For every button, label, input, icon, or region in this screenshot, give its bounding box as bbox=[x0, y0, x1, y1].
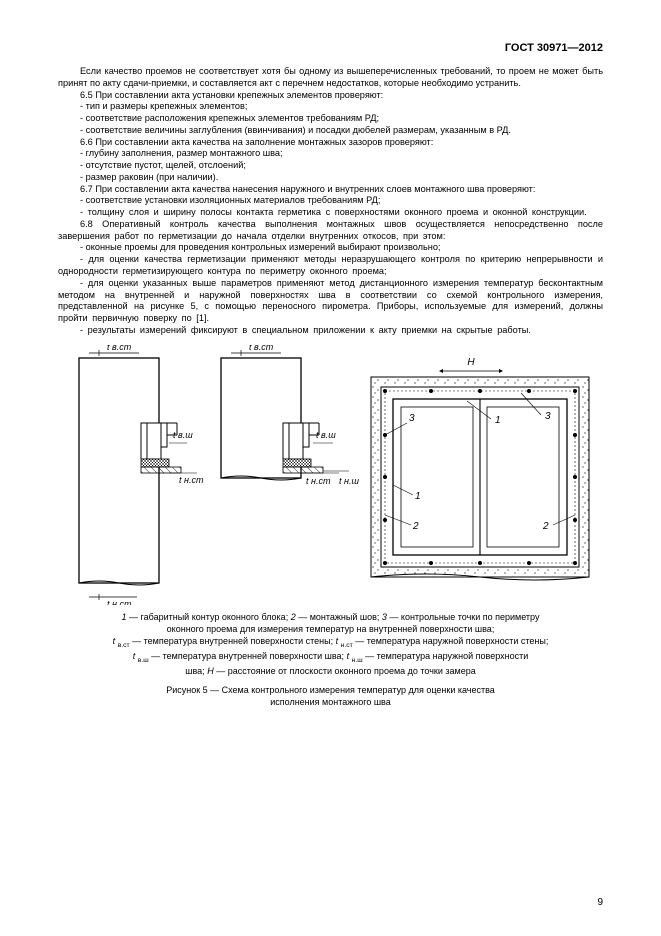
para: - тип и размеры крепежных элементов; bbox=[58, 101, 603, 113]
figure-5: t в.ст t в.ш bbox=[58, 345, 603, 709]
svg-text:t н.ш: t н.ш bbox=[339, 476, 359, 486]
svg-text:t н.ст: t н.ст bbox=[306, 476, 331, 486]
svg-text:3: 3 bbox=[545, 411, 551, 422]
svg-text:3: 3 bbox=[409, 413, 415, 424]
page: ГОСТ 30971—2012 Если качество проемов не… bbox=[0, 0, 661, 936]
section-b: t в.ст t в.ш t н.ст t н.ш bbox=[221, 345, 359, 486]
page-number: 9 bbox=[597, 897, 603, 908]
para: - соответствие величины заглубления (вви… bbox=[58, 125, 603, 137]
para: - для оценки качества герметизации приме… bbox=[58, 254, 603, 278]
para: - толщину слоя и ширину полосы контакта … bbox=[58, 207, 603, 219]
svg-text:t в.ш: t в.ш bbox=[316, 430, 336, 440]
para: 6.7 При составлении акта качества нанесе… bbox=[58, 184, 603, 196]
figure-legend: 1 — габаритный контур оконного блока; 2 … bbox=[58, 611, 603, 677]
svg-text:t в.ст: t в.ст bbox=[249, 345, 274, 352]
svg-text:1: 1 bbox=[495, 415, 501, 426]
front-view: H bbox=[371, 357, 589, 580]
para: - оконные проемы для проведения контроль… bbox=[58, 242, 603, 254]
svg-text:2: 2 bbox=[412, 521, 419, 532]
svg-text:1: 1 bbox=[415, 491, 421, 502]
para: - соответствие установки изоляционных ма… bbox=[58, 195, 603, 207]
svg-text:2: 2 bbox=[542, 521, 549, 532]
body-text: Если качество проемов не соответствует х… bbox=[58, 66, 603, 337]
figure-caption: Рисунок 5 — Схема контрольного измерения… bbox=[58, 685, 603, 708]
para: - отсутствие пустот, щелей, отслоений; bbox=[58, 160, 603, 172]
section-a: t в.ст t в.ш bbox=[79, 345, 204, 605]
para: 6.6 При составлении акта качества на зап… bbox=[58, 137, 603, 149]
para: 6.5 При составлении акта установки крепе… bbox=[58, 90, 603, 102]
para: - глубину заполнения, размер монтажного … bbox=[58, 148, 603, 160]
svg-text:H: H bbox=[467, 357, 475, 368]
para: - для оценки указанных выше параметров п… bbox=[58, 278, 603, 325]
label-t-vsh: t в.ш bbox=[173, 430, 193, 440]
para: 6.8 Оперативный контроль качества выполн… bbox=[58, 219, 603, 243]
label-t-nst-a: t н.ст bbox=[179, 475, 204, 485]
figure-svg: t в.ст t в.ш bbox=[61, 345, 601, 605]
label-t-nst-bot: t н.ст bbox=[107, 599, 132, 605]
para: - результаты измерений фиксируют в специ… bbox=[58, 325, 603, 337]
label-t-vst: t в.ст bbox=[107, 345, 132, 352]
document-id-header: ГОСТ 30971—2012 bbox=[58, 42, 603, 54]
para: - соответствие расположения крепежных эл… bbox=[58, 113, 603, 125]
para: Если качество проемов не соответствует х… bbox=[58, 66, 603, 90]
para: - размер раковин (при наличии). bbox=[58, 172, 603, 184]
